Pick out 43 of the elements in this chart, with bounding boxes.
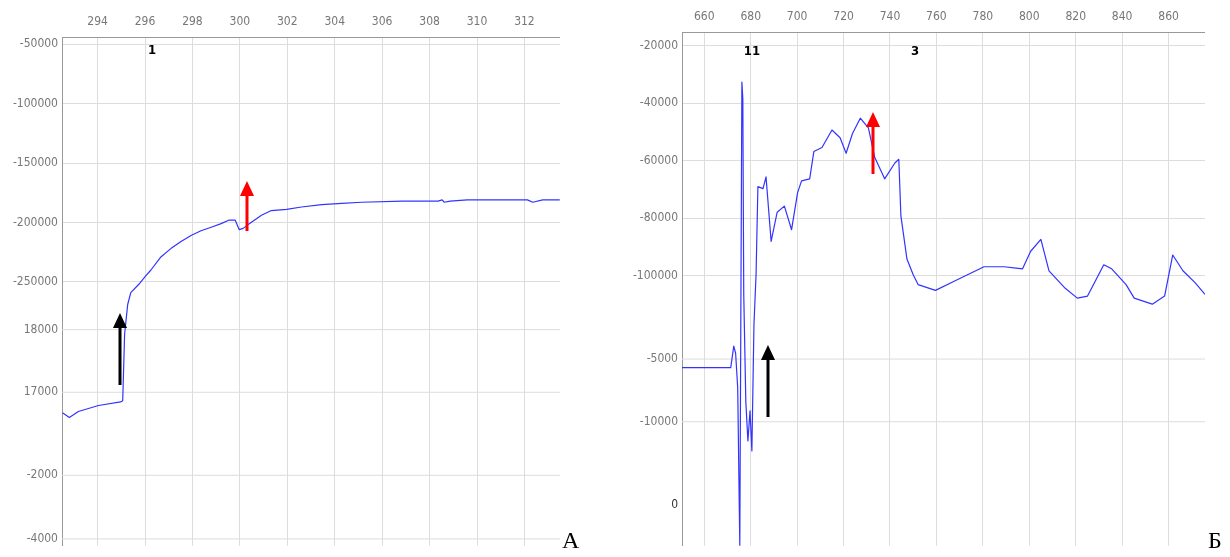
x-tick-label: 294 — [87, 13, 108, 28]
annotation: 11 — [743, 43, 761, 59]
y-tick-label: -200000 — [12, 214, 59, 229]
x-tick-label: 298 — [182, 13, 203, 28]
y2-tick-label: 17000 — [23, 384, 59, 399]
y3-tick-label: -4000 — [26, 531, 59, 546]
x-tick-label: 720 — [833, 8, 854, 23]
text: Б — [1208, 527, 1222, 554]
x-tick-label: 840 — [1111, 8, 1133, 23]
x-tick-label: 306 — [371, 13, 393, 28]
x-tick-label: 740 — [879, 8, 901, 23]
x-tick-label: 760 — [926, 8, 947, 23]
y-tick-label: -100000 — [632, 267, 679, 282]
x-tick-label: 800 — [1018, 8, 1040, 23]
y-tick-label: -100000 — [12, 95, 59, 110]
y2-tick-label: -10000 — [639, 413, 679, 428]
x-tick-label: 308 — [419, 13, 440, 28]
y-tick-label: -250000 — [12, 274, 59, 289]
text: А — [562, 527, 580, 554]
annotation: 3 — [910, 43, 920, 59]
x-tick-label: 312 — [514, 13, 535, 28]
y-tick-label: -20000 — [639, 37, 679, 52]
x-tick-label: 296 — [134, 13, 156, 28]
x-tick-label: 680 — [740, 8, 762, 23]
x-tick-label: 310 — [466, 13, 488, 28]
y-tick-label: -80000 — [639, 210, 679, 225]
x-tick-label: 660 — [693, 8, 715, 23]
y-tick-label: -50000 — [19, 36, 59, 51]
x-tick-label: 860 — [1158, 8, 1179, 23]
y2-tick-label: -5000 — [646, 351, 679, 366]
x-tick-label: 304 — [324, 13, 346, 28]
annotation: 1 — [147, 42, 157, 58]
x-tick-label: 302 — [276, 13, 298, 28]
x-tick-label: 700 — [786, 8, 808, 23]
x-tick-label: 820 — [1065, 8, 1087, 23]
x-tick-label: 780 — [972, 8, 994, 23]
text: 0 — [671, 497, 679, 512]
y-tick-label: -60000 — [639, 152, 679, 167]
y2-tick-label: 18000 — [23, 321, 59, 336]
y3-tick-label: -2000 — [26, 467, 59, 482]
y-tick-label: -40000 — [639, 95, 679, 110]
y-tick-label: -150000 — [12, 155, 59, 170]
x-tick-label: 300 — [229, 13, 251, 28]
